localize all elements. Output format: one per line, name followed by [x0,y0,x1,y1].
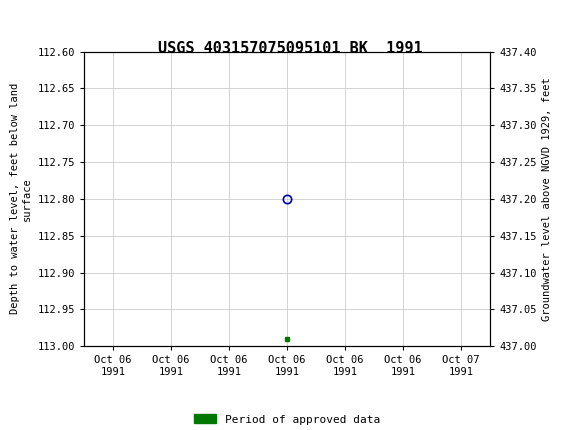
Text: USGS: USGS [32,9,87,27]
Y-axis label: Depth to water level, feet below land
surface: Depth to water level, feet below land su… [10,83,32,314]
Y-axis label: Groundwater level above NGVD 1929, feet: Groundwater level above NGVD 1929, feet [542,77,552,321]
Text: USGS 403157075095101 BK  1991: USGS 403157075095101 BK 1991 [158,41,422,56]
Legend: Period of approved data: Period of approved data [190,410,385,429]
Text: ≡: ≡ [3,8,21,28]
